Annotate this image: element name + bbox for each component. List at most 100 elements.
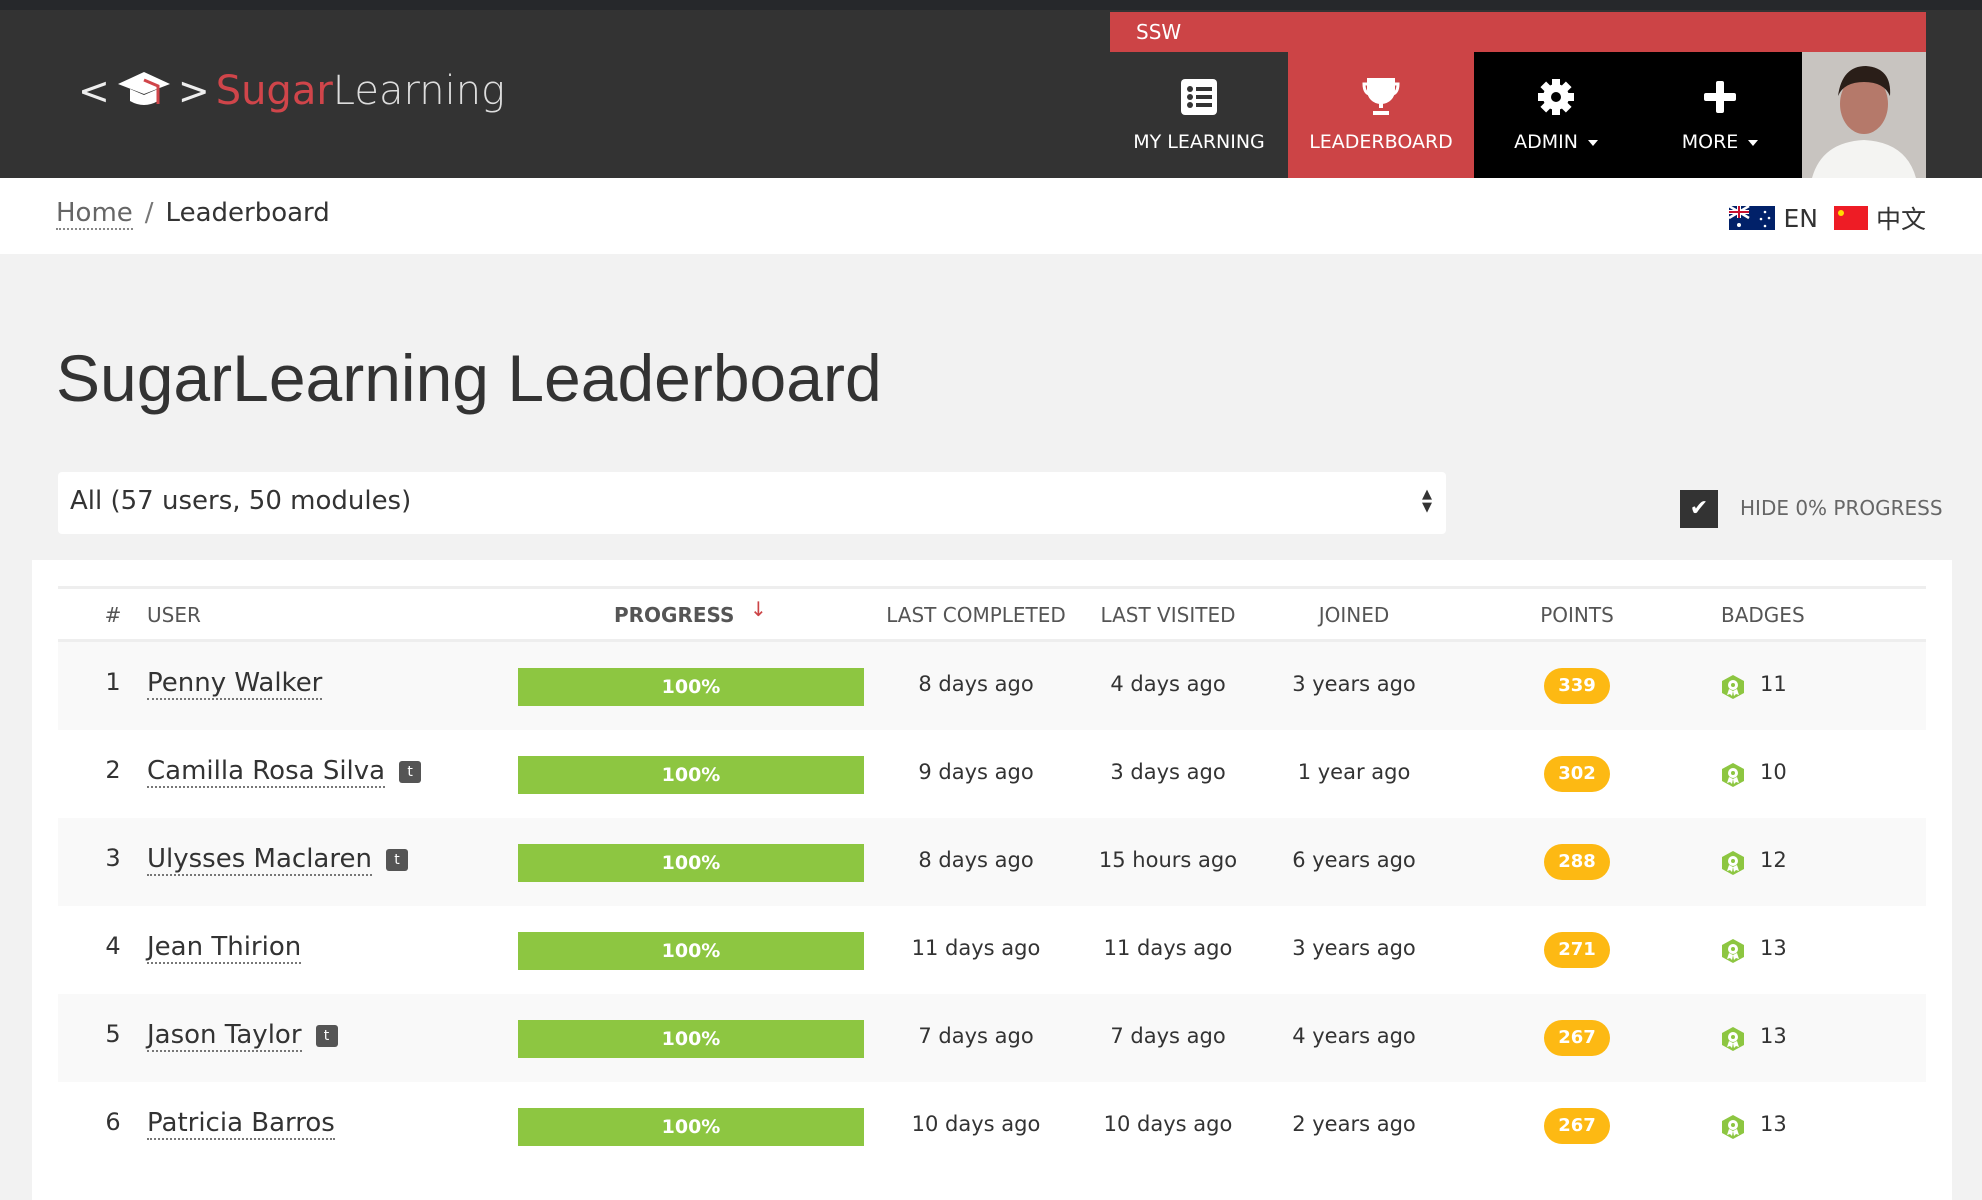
rank: 1 (105, 668, 121, 696)
last-completed: 8 days ago (918, 672, 1034, 696)
twitter-icon[interactable]: t (399, 761, 422, 783)
gear-icon (1538, 79, 1574, 115)
leaderboard-table: # USER PROGRESS ↓ LAST COMPLETED LAST VI… (58, 586, 1926, 1170)
language-en[interactable]: EN (1783, 203, 1818, 233)
check-icon: ✔ (1689, 496, 1709, 521)
breadcrumb-current: Leaderboard (165, 198, 330, 228)
logo[interactable]: < > SugarLearning (78, 68, 505, 114)
breadcrumb-separator: / (144, 198, 154, 228)
joined: 3 years ago (1292, 672, 1416, 696)
logo-text-learning: Learning (332, 68, 506, 114)
last-completed: 9 days ago (918, 760, 1034, 784)
hide-zero-progress-checkbox[interactable]: ✔ (1680, 490, 1718, 528)
user-cell: Penny Walker (147, 668, 323, 700)
last-completed: 10 days ago (911, 1112, 1041, 1136)
user-name-link[interactable]: Jean Thirion (147, 932, 302, 964)
logo-text-sugar: Sugar (215, 68, 333, 114)
nav-label: MORE (1681, 131, 1739, 153)
table-row: 1 Penny Walker 100% 8 days ago 4 days ag… (58, 642, 1926, 730)
select-arrows-icon: ▲ ▼ (1422, 487, 1432, 515)
breadcrumb: Home / Leaderboard (56, 198, 330, 230)
last-visited: 10 days ago (1103, 1112, 1233, 1136)
hide-zero-progress-label[interactable]: HIDE 0% PROGRESS (1740, 496, 1943, 520)
caret-down-icon (1587, 139, 1598, 146)
last-visited: 15 hours ago (1098, 848, 1238, 872)
user-name-link[interactable]: Jason Taylor (147, 1020, 302, 1052)
user-name-link[interactable]: Ulysses Maclaren (147, 844, 372, 876)
col-progress[interactable]: PROGRESS (614, 603, 735, 627)
user-name-link[interactable]: Penny Walker (147, 668, 323, 700)
last-visited: 4 days ago (1110, 672, 1226, 696)
col-last-completed[interactable]: LAST COMPLETED (886, 603, 1066, 627)
filter-select[interactable]: All (57 users, 50 modules) ▲ ▼ (58, 472, 1446, 534)
progress-bar: 100% (518, 844, 864, 882)
rank: 2 (105, 756, 121, 784)
badge-ribbon-icon (1722, 939, 1744, 963)
rank: 6 (105, 1108, 121, 1136)
nav-admin[interactable]: ADMIN (1474, 52, 1638, 178)
user-name-link[interactable]: Patricia Barros (147, 1108, 335, 1140)
language-zh[interactable]: 中文 (1875, 205, 1926, 234)
badge-count: 11 (1760, 672, 1787, 696)
col-joined[interactable]: JOINED (1318, 603, 1390, 627)
page-title: SugarLearning Leaderboard (56, 341, 882, 415)
twitter-icon[interactable]: t (385, 849, 408, 871)
nav-my-learning[interactable]: MY LEARNING (1110, 52, 1288, 178)
points-badge: 302 (1544, 756, 1610, 792)
badge-count: 10 (1760, 760, 1787, 784)
rank: 4 (105, 932, 121, 960)
badge-count: 13 (1760, 936, 1787, 960)
col-badges[interactable]: BADGES (1721, 603, 1805, 627)
twitter-icon[interactable]: t (315, 1025, 338, 1047)
rank: 3 (105, 844, 121, 872)
top-strip (0, 0, 1982, 10)
badge-ribbon-icon (1722, 1027, 1744, 1051)
china-flag-icon[interactable] (1833, 206, 1868, 230)
user-name-link[interactable]: Camilla Rosa Silva (147, 756, 386, 788)
badge-count: 13 (1760, 1024, 1787, 1048)
trophy-icon (1362, 78, 1400, 115)
table-row: 2 Camilla Rosa Silva t 100% 9 days ago 3 … (58, 730, 1926, 818)
col-last-visited[interactable]: LAST VISITED (1100, 603, 1236, 627)
user-cell: Jason Taylor t (147, 1020, 338, 1052)
badge-count: 13 (1760, 1112, 1787, 1136)
badge-ribbon-icon (1722, 675, 1744, 699)
col-user[interactable]: USER (147, 603, 201, 627)
points-badge: 267 (1544, 1108, 1610, 1144)
australia-flag-icon[interactable] (1729, 206, 1776, 230)
points-badge: 271 (1544, 932, 1610, 968)
nav-leaderboard[interactable]: LEADERBOARD (1288, 52, 1474, 178)
graduation-cap-icon (117, 72, 170, 105)
table-header: # USER PROGRESS ↓ LAST COMPLETED LAST VI… (58, 586, 1926, 642)
joined: 6 years ago (1292, 848, 1416, 872)
breadcrumb-home-link[interactable]: Home (56, 198, 133, 230)
rank: 5 (105, 1020, 121, 1048)
nav-label: ADMIN (1514, 131, 1578, 153)
col-rank: # (104, 603, 122, 627)
nav-more[interactable]: MORE (1638, 52, 1802, 178)
logo-bracket-icon: < (78, 69, 110, 113)
user-avatar[interactable] (1802, 52, 1926, 178)
table-row: 5 Jason Taylor t 100% 7 days ago 7 days a… (58, 994, 1926, 1082)
progress-bar: 100% (518, 668, 864, 706)
progress-bar: 100% (518, 1020, 864, 1058)
last-completed: 8 days ago (918, 848, 1034, 872)
user-cell: Patricia Barros (147, 1108, 335, 1140)
nav-label: MY LEARNING (1133, 131, 1265, 153)
last-completed: 11 days ago (911, 936, 1041, 960)
table-row: 3 Ulysses Maclaren t 100% 8 days ago 15 h… (58, 818, 1926, 906)
points-badge: 339 (1544, 668, 1610, 704)
org-bar[interactable]: SSW (1110, 12, 1926, 52)
caret-down-icon (1748, 139, 1759, 146)
col-points[interactable]: POINTS (1540, 603, 1614, 627)
progress-bar: 100% (518, 932, 864, 970)
last-visited: 11 days ago (1103, 936, 1233, 960)
progress-bar: 100% (518, 756, 864, 794)
logo-bracket-icon: > (177, 69, 210, 113)
user-cell: Jean Thirion (147, 932, 302, 964)
last-visited: 7 days ago (1110, 1024, 1226, 1048)
plus-icon (1704, 81, 1736, 113)
filter-selected-value: All (57 users, 50 modules) (70, 486, 412, 516)
language-switcher: EN 中文 (1729, 200, 1926, 236)
sort-down-arrow-icon[interactable]: ↓ (750, 597, 767, 621)
